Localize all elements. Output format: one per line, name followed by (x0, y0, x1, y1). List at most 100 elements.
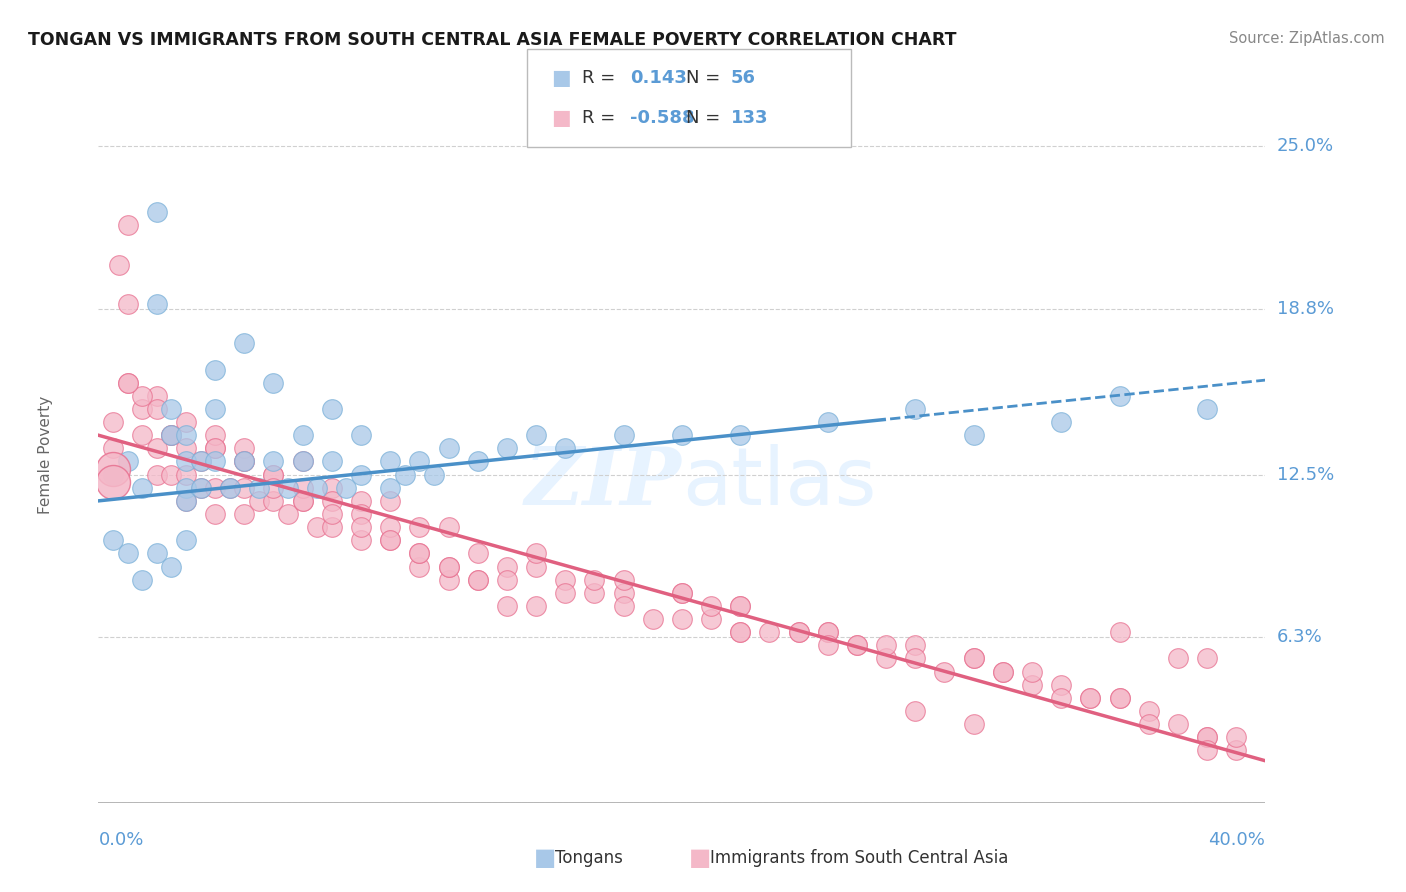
Text: ZIP: ZIP (524, 444, 682, 522)
Point (1108, 625, 1130, 640)
Point (378, 533, 402, 548)
Point (991, 665, 1014, 679)
Point (204, 442, 226, 456)
Point (1080, 690, 1102, 705)
Text: 40.0%: 40.0% (1209, 830, 1265, 848)
Point (437, 559, 460, 574)
Text: Tongans: Tongans (555, 849, 623, 867)
Point (146, 467, 169, 482)
Text: N =: N = (686, 70, 720, 87)
Point (117, 546, 139, 560)
Text: R =: R = (582, 70, 616, 87)
Point (291, 454, 314, 468)
Point (117, 297, 139, 311)
Point (146, 205, 169, 219)
Point (233, 454, 256, 468)
Point (1167, 717, 1189, 731)
Point (524, 559, 547, 574)
Text: Immigrants from South Central Asia: Immigrants from South Central Asia (710, 849, 1008, 867)
Point (728, 625, 751, 640)
Point (423, 467, 446, 482)
Point (174, 415, 197, 429)
Point (962, 651, 984, 665)
Point (524, 546, 547, 560)
Point (160, 428, 183, 442)
Point (204, 362, 226, 376)
Point (378, 533, 402, 548)
Point (728, 599, 751, 613)
Point (174, 481, 197, 495)
Text: -0.588: -0.588 (630, 109, 695, 127)
Point (160, 467, 183, 482)
Point (1021, 665, 1043, 679)
Point (700, 612, 723, 626)
Point (728, 428, 751, 442)
Point (174, 533, 197, 548)
Point (291, 454, 314, 468)
Point (1050, 690, 1073, 705)
Point (146, 442, 169, 456)
Point (962, 428, 984, 442)
Point (291, 494, 314, 508)
Point (204, 481, 226, 495)
Text: 18.8%: 18.8% (1277, 301, 1333, 318)
Point (218, 481, 240, 495)
Point (817, 625, 839, 640)
Point (233, 442, 256, 456)
Point (146, 546, 169, 560)
Point (437, 559, 460, 574)
Text: Female Poverty: Female Poverty (38, 396, 53, 514)
Point (991, 665, 1014, 679)
Point (204, 507, 226, 521)
Point (160, 428, 183, 442)
Point (204, 442, 226, 456)
Point (1108, 690, 1130, 705)
Point (787, 625, 810, 640)
Point (291, 481, 314, 495)
Text: 56: 56 (731, 70, 756, 87)
Point (174, 494, 197, 508)
Point (1195, 730, 1218, 744)
Point (350, 467, 373, 482)
Point (758, 625, 780, 640)
Point (233, 454, 256, 468)
Point (1225, 743, 1247, 757)
Point (262, 481, 284, 495)
Point (378, 520, 402, 534)
Point (641, 612, 664, 626)
Point (467, 546, 489, 560)
Text: ■: ■ (551, 69, 571, 88)
Text: TONGAN VS IMMIGRANTS FROM SOUTH CENTRAL ASIA FEMALE POVERTY CORRELATION CHART: TONGAN VS IMMIGRANTS FROM SOUTH CENTRAL … (28, 31, 956, 49)
Point (204, 428, 226, 442)
Point (146, 401, 169, 416)
Point (321, 454, 343, 468)
Point (160, 428, 183, 442)
Point (350, 533, 373, 548)
Point (262, 467, 284, 482)
Point (495, 573, 517, 587)
Point (1050, 415, 1073, 429)
Point (845, 638, 868, 652)
Point (554, 573, 576, 587)
Point (904, 651, 927, 665)
Point (408, 546, 430, 560)
Point (204, 401, 226, 416)
Point (218, 481, 240, 495)
Point (378, 454, 402, 468)
Point (350, 428, 373, 442)
Point (817, 415, 839, 429)
Point (612, 428, 634, 442)
Point (700, 599, 723, 613)
Point (174, 494, 197, 508)
Point (262, 454, 284, 468)
Point (904, 638, 927, 652)
Point (408, 454, 430, 468)
Point (467, 573, 489, 587)
Point (583, 573, 606, 587)
Point (247, 494, 270, 508)
Point (437, 573, 460, 587)
Point (467, 573, 489, 587)
Point (1225, 730, 1247, 744)
Point (262, 494, 284, 508)
Point (131, 428, 153, 442)
